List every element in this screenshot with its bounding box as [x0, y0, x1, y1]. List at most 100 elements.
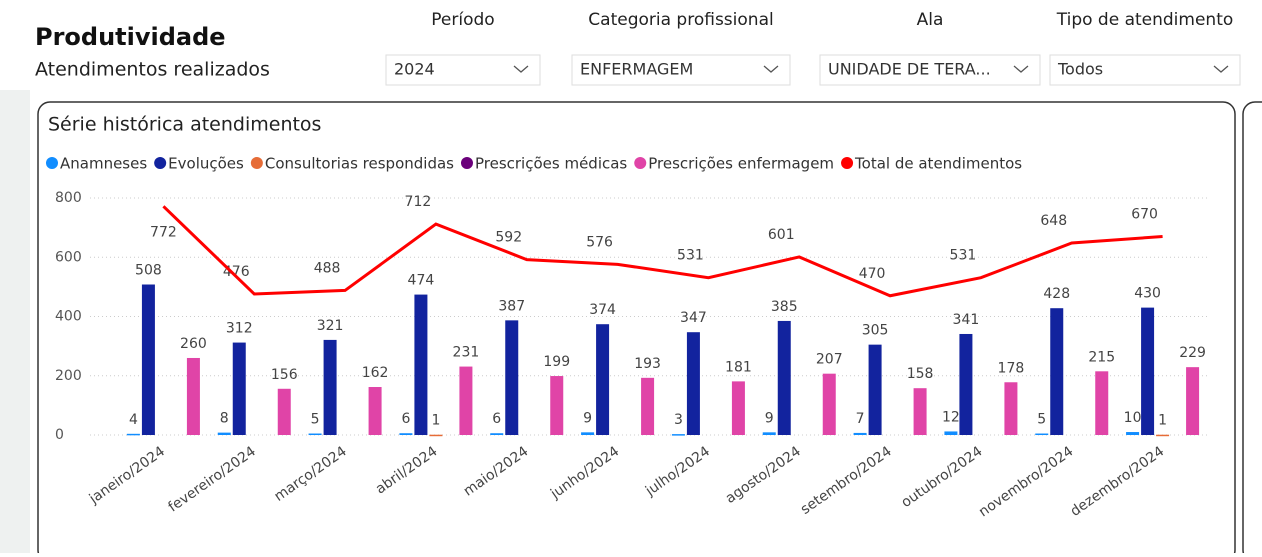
bar [550, 376, 564, 435]
dropdown-arrow[interactable] [1013, 65, 1029, 73]
data-label: 5 [311, 412, 320, 428]
side-shade [0, 90, 30, 553]
line [162, 205, 1163, 298]
filter-label: Categoria profissional [588, 10, 773, 30]
filter-label: Período [431, 10, 494, 30]
bar [459, 366, 473, 435]
bar [1004, 382, 1018, 435]
data-label: 6 [492, 411, 501, 427]
data-label: 215 [1088, 349, 1115, 365]
dropdown-value[interactable]: ENFERMAGEM [580, 60, 693, 79]
line-data-label: 670 [1131, 207, 1158, 223]
data-label: 156 [271, 367, 298, 383]
legend-label: Prescrições médicas [475, 155, 627, 173]
bar [1050, 308, 1064, 435]
data-label: 5 [1037, 412, 1046, 428]
line-data-label: 476 [223, 264, 250, 280]
y-tick-label: 800 [55, 190, 82, 206]
filter-dropdown[interactable]: 2024 [385, 54, 541, 86]
data-label: 385 [771, 299, 798, 315]
y-tick-label: 400 [55, 309, 82, 325]
bar [959, 333, 973, 435]
filter-label: Ala [917, 10, 944, 30]
dropdown-box[interactable] [819, 54, 1041, 86]
dropdown-arrow[interactable] [513, 65, 529, 73]
bar [1126, 432, 1140, 435]
bar [868, 344, 882, 435]
bar [277, 388, 291, 435]
chart-panel [37, 101, 1236, 557]
data-label: 4 [129, 412, 138, 428]
bar [308, 433, 322, 436]
data-label: 305 [862, 323, 889, 339]
data-label: 430 [1134, 286, 1161, 302]
filter-dropdown[interactable]: Todos [1049, 54, 1241, 86]
bar [641, 377, 655, 435]
line-data-label: 648 [1040, 213, 1067, 229]
legend-marker [634, 157, 647, 169]
bar [822, 373, 836, 435]
data-label: 508 [135, 263, 162, 279]
dropdown-arrow[interactable] [763, 65, 779, 73]
data-label: 1 [431, 413, 440, 429]
bar [1186, 367, 1200, 435]
line-data-label: 531 [677, 248, 704, 264]
y-tick-label: 200 [55, 368, 82, 384]
dropdown-box[interactable] [1049, 54, 1241, 86]
data-label: 158 [907, 366, 934, 382]
dropdown-value[interactable]: UNIDADE DE TERA... [828, 60, 991, 79]
filter-label: Tipo de atendimento [1056, 10, 1234, 30]
legend-marker [841, 157, 854, 169]
chart-title: Série histórica atendimentos [48, 114, 321, 136]
legend-label: Consultorias respondidas [265, 155, 454, 173]
data-label: 474 [408, 273, 435, 289]
bar [777, 320, 791, 435]
data-label: 8 [220, 411, 229, 427]
data-label: 387 [498, 298, 525, 314]
filter-dropdown[interactable]: ENFERMAGEM [571, 54, 791, 86]
data-label: 10 [1124, 410, 1142, 426]
data-label: 9 [765, 410, 774, 426]
data-label: 178 [998, 360, 1025, 376]
bar [1035, 433, 1049, 436]
dropdown-arrow[interactable] [1213, 65, 1229, 73]
legend-marker [250, 157, 263, 169]
page-subtitle: Atendimentos realizados [35, 59, 270, 81]
data-label: 231 [453, 345, 480, 361]
data-label: 374 [589, 302, 616, 318]
data-label: 1 [1158, 413, 1167, 429]
data-label: 12 [942, 409, 960, 425]
legend-label: Total de atendimentos [854, 155, 1022, 173]
data-label: 321 [317, 318, 344, 334]
filter-dropdown[interactable]: UNIDADE DE TERA... [819, 54, 1041, 86]
dropdown-value[interactable]: 2024 [394, 60, 435, 79]
data-label: 6 [401, 411, 410, 427]
bar [944, 431, 958, 435]
bar [913, 388, 927, 435]
bar [186, 357, 200, 435]
data-label: 312 [226, 321, 253, 337]
data-label: 9 [583, 410, 592, 426]
bar [323, 339, 337, 435]
next-panel [1242, 101, 1262, 557]
data-label: 181 [725, 359, 752, 375]
y-tick-label: 600 [55, 249, 82, 265]
page-title: Produtividade [35, 23, 226, 51]
dropdown-box[interactable] [571, 54, 791, 86]
dropdown-box[interactable] [385, 54, 541, 86]
bar [505, 320, 519, 435]
bar [596, 324, 610, 435]
legend-marker [460, 157, 473, 169]
bar [1141, 307, 1155, 435]
bar [126, 433, 140, 436]
bar [1156, 434, 1170, 437]
data-label: 7 [856, 411, 865, 427]
legend-label: Prescrições enfermagem [648, 155, 834, 173]
data-label: 193 [634, 356, 661, 372]
data-label: 428 [1043, 286, 1070, 302]
bar [731, 381, 745, 435]
bar [399, 433, 413, 435]
bar [1095, 371, 1109, 435]
bar [414, 294, 428, 435]
dropdown-value[interactable]: Todos [1057, 60, 1103, 79]
